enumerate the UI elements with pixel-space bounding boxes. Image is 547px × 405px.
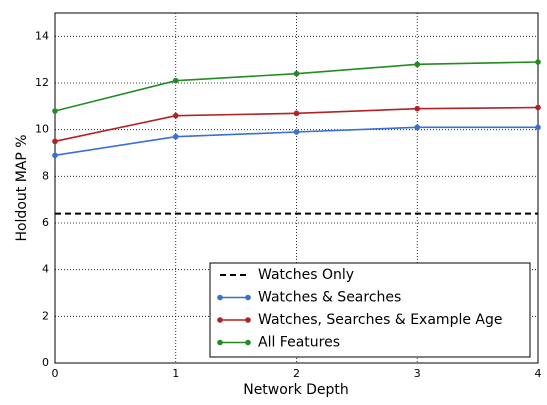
legend-marker	[217, 294, 223, 301]
point	[52, 108, 58, 114]
legend-box	[209, 262, 531, 358]
point	[535, 124, 541, 131]
point	[172, 77, 179, 84]
point	[293, 129, 300, 135]
legend-label: Watches & Searches	[258, 290, 401, 306]
legend-marker	[217, 317, 223, 323]
point	[293, 110, 300, 117]
point	[535, 59, 541, 65]
x-tick-label: 0	[52, 367, 59, 380]
plot-frame	[54, 12, 539, 364]
legend-marker	[217, 339, 223, 346]
legend-marker	[245, 339, 251, 346]
y-tick-label: 8	[42, 169, 49, 182]
point	[414, 61, 421, 68]
point	[293, 70, 300, 77]
point	[535, 104, 541, 111]
legend-marker	[245, 294, 251, 301]
x-axis-label: Network Depth	[243, 382, 349, 398]
legend-label: All Features	[258, 335, 340, 351]
x-tick-label: 1	[172, 367, 179, 380]
x-tick-label: 4	[535, 367, 542, 380]
point	[52, 138, 58, 145]
y-tick-label: 6	[42, 216, 49, 229]
x-tick-label: 3	[414, 367, 421, 380]
point	[172, 133, 179, 140]
legend-label: Watches Only	[258, 267, 354, 283]
point	[52, 152, 58, 159]
y-tick-label: 10	[35, 123, 49, 136]
point	[414, 105, 421, 112]
y-tick-label: 4	[42, 263, 49, 276]
y-tick-label: 12	[35, 76, 49, 89]
point	[172, 112, 179, 119]
legend-label: Watches, Searches & Example Age	[258, 312, 502, 328]
y-axis-label: Holdout MAP %	[14, 134, 30, 241]
y-tick-label: 14	[35, 29, 49, 42]
point	[414, 124, 421, 131]
legend-marker	[245, 317, 251, 323]
y-tick-label: 2	[42, 309, 49, 322]
y-tick-label: 0	[42, 356, 49, 369]
x-tick-label: 2	[293, 367, 300, 380]
